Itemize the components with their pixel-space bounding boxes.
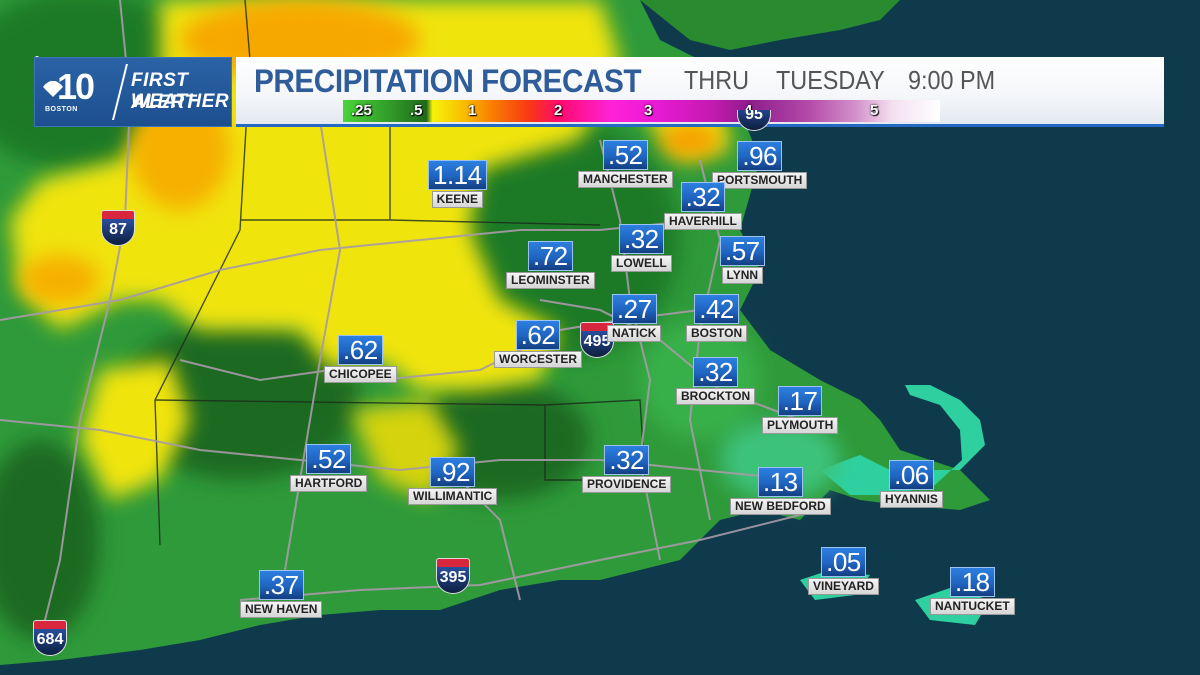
- precip-value: .06: [889, 460, 934, 490]
- city-marker-hartford: .52 HARTFORD: [290, 444, 368, 492]
- city-marker-providence: .32 PROVIDENCE: [582, 445, 672, 493]
- city-marker-nantucket: .18 NANTUCKET: [930, 567, 1015, 615]
- precip-value: .17: [777, 386, 823, 416]
- legend-label: 5: [870, 102, 879, 119]
- city-marker-new-haven: .37 NEW HAVEN: [240, 570, 323, 618]
- peacock-icon: [43, 81, 63, 97]
- precip-value: .32: [680, 182, 726, 212]
- precip-value: .05: [821, 547, 866, 577]
- interstate-95-shield: 95: [737, 110, 771, 140]
- city-marker-keene: 1.14 KEENE: [428, 160, 487, 208]
- city-marker-lynn: .57 LYNN: [720, 236, 765, 284]
- city-marker-portsmouth: .96 PORTSMOUTH: [712, 141, 808, 189]
- precip-value: .96: [737, 141, 782, 171]
- precip-color-scale: [343, 100, 940, 122]
- city-marker-new-bedford: .13 NEW BEDFORD: [730, 467, 831, 515]
- logo-divider: [112, 64, 128, 120]
- city-marker-boston: .42 BOSTON: [686, 294, 748, 342]
- city-marker-plymouth: .17 PLYMOUTH: [762, 386, 839, 434]
- legend-label: 3: [644, 102, 653, 119]
- city-name: PROVIDENCE: [582, 476, 672, 493]
- city-name: LEOMINSTER: [506, 272, 595, 289]
- city-marker-vineyard: .05 VINEYARD: [808, 547, 879, 595]
- interstate-87-shield: 87: [101, 210, 135, 246]
- thru-label: THRU: [684, 65, 749, 95]
- city-name: BOSTON: [686, 325, 748, 342]
- city-name: HYANNIS: [880, 491, 943, 508]
- city-marker-worcester: .62 WORCESTER: [494, 320, 582, 368]
- city-name: NANTUCKET: [930, 598, 1015, 615]
- city-name: NEW BEDFORD: [730, 498, 831, 515]
- logo-channel-number: 10: [57, 66, 95, 107]
- city-name: PLYMOUTH: [762, 417, 839, 434]
- legend-label: 1: [468, 102, 477, 119]
- day-label: TUESDAY: [776, 65, 885, 95]
- city-marker-chicopee: .62 CHICOPEE: [324, 335, 397, 383]
- precip-value: .13: [758, 467, 803, 497]
- logo-line-1: FIRST ALERT: [131, 70, 197, 113]
- city-marker-natick: .27 NATICK: [607, 294, 662, 342]
- city-name: CHICOPEE: [324, 366, 397, 383]
- precip-value: .52: [603, 140, 648, 170]
- city-name: LYNN: [721, 267, 764, 284]
- city-name: WORCESTER: [494, 351, 582, 368]
- city-name: MANCHESTER: [578, 171, 673, 188]
- time-label: 9:00 PM: [908, 65, 996, 95]
- precip-value: 1.14: [428, 160, 487, 190]
- precip-value: .52: [306, 444, 351, 474]
- city-marker-haverhill: .32 HAVERHILL: [664, 182, 742, 230]
- page-title: PRECIPITATION FORECAST: [254, 63, 642, 99]
- precip-value: .62: [338, 335, 383, 365]
- city-name: LOWELL: [611, 255, 672, 272]
- precip-value: .27: [611, 294, 657, 324]
- city-marker-lowell: .32 LOWELL: [611, 224, 672, 272]
- precip-value: .92: [430, 457, 475, 487]
- city-name: HAVERHILL: [664, 213, 742, 230]
- city-name: PORTSMOUTH: [712, 172, 808, 189]
- city-name: WILLIMANTIC: [408, 488, 498, 505]
- city-name: BROCKTON: [676, 388, 756, 405]
- city-marker-hyannis: .06 HYANNIS: [880, 460, 943, 508]
- legend-label: 2: [554, 102, 563, 119]
- precip-value: .18: [950, 567, 995, 597]
- precip-value: .57: [720, 236, 765, 266]
- precip-value: .42: [694, 294, 739, 324]
- precip-value: .72: [528, 241, 573, 271]
- precip-value: .32: [604, 445, 649, 475]
- logo-city: BOSTON: [45, 106, 78, 113]
- precip-value: .32: [619, 224, 664, 254]
- interstate-684-shield: 684: [33, 620, 67, 656]
- logo-line-2: WEATHER: [131, 91, 230, 112]
- city-name: VINEYARD: [808, 578, 879, 595]
- legend-label: .5: [410, 102, 423, 119]
- city-name: KEENE: [431, 191, 483, 208]
- city-marker-manchester: .52 MANCHESTER: [578, 140, 673, 188]
- precip-value: .32: [693, 357, 738, 387]
- title-bar: PRECIPITATION FORECAST THRU TUESDAY 9:00…: [236, 57, 1164, 127]
- station-logo: 10 BOSTON FIRST ALERT WEATHER: [34, 57, 232, 127]
- interstate-395-shield: 395: [436, 558, 470, 594]
- legend-label: .25: [351, 102, 372, 119]
- city-marker-willimantic: .92 WILLIMANTIC: [408, 457, 498, 505]
- city-name: NEW HAVEN: [240, 601, 323, 618]
- city-name: NATICK: [607, 325, 662, 342]
- city-marker-brockton: .32 BROCKTON: [676, 357, 756, 405]
- precip-value: .62: [515, 320, 561, 350]
- city-marker-leominster: .72 LEOMINSTER: [506, 241, 595, 289]
- city-name: HARTFORD: [290, 475, 368, 492]
- precip-value: .37: [258, 570, 304, 600]
